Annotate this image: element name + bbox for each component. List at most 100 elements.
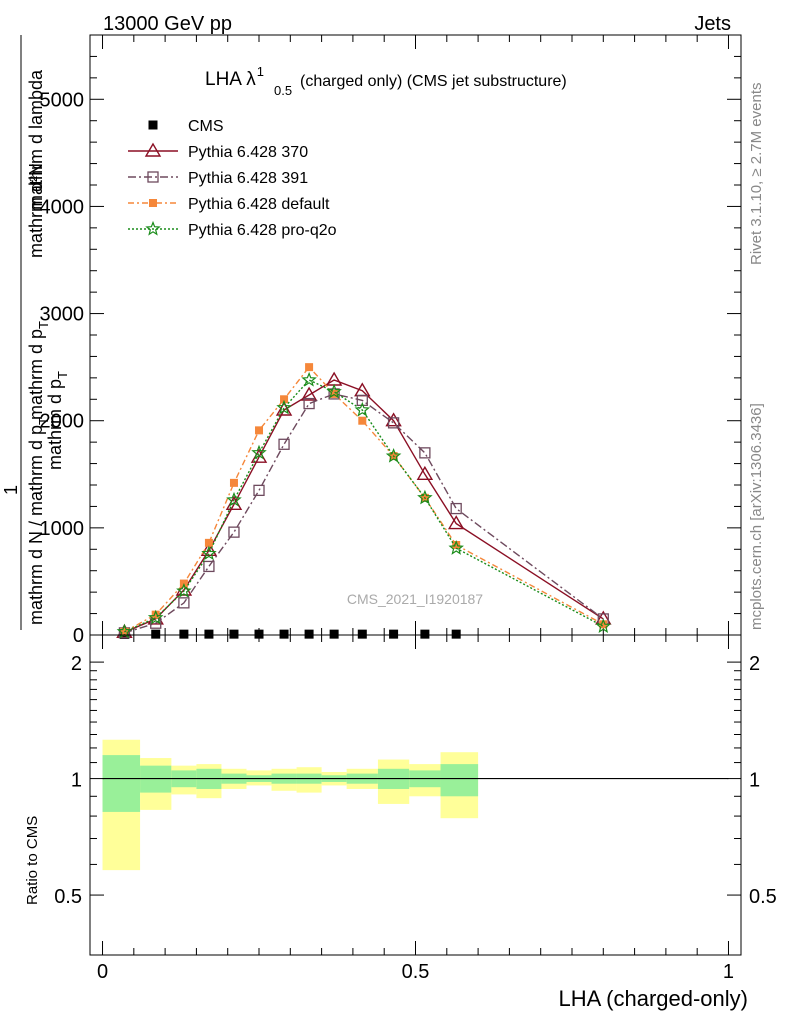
data-point <box>204 538 213 547</box>
data-point <box>151 610 160 619</box>
data-point <box>387 417 400 429</box>
ylabel-numerator-2-sub: T <box>36 321 51 329</box>
data-point <box>599 620 608 629</box>
main-axis-ticks: 0 1000 2000 3000 4000 5000 <box>40 34 741 647</box>
ylabel-denominator-2: mathrm d pT <box>45 371 70 470</box>
data-point <box>303 397 315 410</box>
ratio-axis-ticks: 0.5 0.5 1 1 2 2 0 0.5 1 <box>54 635 777 983</box>
analysis-watermark: CMS_2021_I1920187 <box>347 591 483 607</box>
data-point <box>452 541 461 549</box>
ratio-inner-band <box>440 764 479 797</box>
header-left: 13000 GeV pp <box>103 13 232 35</box>
plot-title-main: LHA λ <box>205 69 256 90</box>
ratio-y-tick-label-right: 2 <box>749 653 760 675</box>
data-point <box>356 394 368 407</box>
data-point <box>358 416 367 425</box>
data-point <box>176 582 192 598</box>
data-point <box>417 489 433 505</box>
data-point <box>328 388 340 400</box>
data-point <box>354 401 371 417</box>
series-pythia-6-428-391 <box>118 388 609 639</box>
data-point <box>228 526 240 538</box>
data-point <box>229 478 238 487</box>
rivet-version-text: Rivet 3.1.10, ≥ 2.7M events <box>748 83 765 266</box>
ylabel-top: 1 <box>1 485 21 495</box>
data-point <box>201 545 217 561</box>
data-point <box>255 426 264 435</box>
legend-label: Pythia 6.428 391 <box>188 170 308 187</box>
legend-label: Pythia 6.428 370 <box>188 144 308 161</box>
data-point <box>275 401 293 416</box>
data-point <box>147 171 159 183</box>
data-point <box>251 444 267 460</box>
data-point <box>179 629 189 639</box>
data-point <box>147 609 164 625</box>
series-line <box>124 379 604 633</box>
ratio-ylabel: Ratio to CMS <box>24 816 41 905</box>
ratio-y-tick-label-right: 1 <box>749 770 760 792</box>
data-point <box>305 363 314 372</box>
series-pythia-6-428-pro-q2o <box>116 371 612 639</box>
data-point <box>254 629 264 639</box>
ratio-plot-panel: 0.5 0.5 1 1 2 2 0 0.5 1 Ratio to CMS LHA (charge… <box>24 634 777 1011</box>
data-point <box>595 618 612 634</box>
data-point <box>300 386 318 401</box>
ylabel-denominator-2-text: mathrm d p <box>45 379 65 470</box>
main-series-layer <box>116 363 612 639</box>
mcplots-text: mcplots.cern.ch [arXiv:1306.3436] <box>748 403 765 630</box>
header-right: Jets <box>694 13 731 35</box>
data-point <box>149 199 157 207</box>
x-axis-label: LHA (charged-only) <box>558 986 748 1011</box>
data-point <box>178 597 190 609</box>
ylabel-denominator-2-sub: T <box>55 371 70 379</box>
series-cms <box>119 629 461 639</box>
data-point <box>326 383 342 399</box>
y-tick-label: 3000 <box>40 304 85 326</box>
data-point <box>253 484 265 497</box>
data-point <box>420 629 430 639</box>
ratio-y-tick-label-right: 0.5 <box>749 886 777 908</box>
data-point <box>357 629 367 639</box>
data-point <box>385 412 402 427</box>
data-point <box>204 629 214 639</box>
y-tick-label: 4000 <box>40 196 85 218</box>
plot-title-rest: (charged only) (CMS jet substructure) <box>300 73 567 90</box>
series-line <box>124 379 604 633</box>
ylabel-denominator-1-text: mathrm d N / mathrm d p <box>26 425 46 625</box>
data-point <box>279 629 289 639</box>
data-point <box>329 629 339 639</box>
y-tick-label: 5000 <box>40 89 85 111</box>
ratio-y-tick-label: 1 <box>71 770 82 792</box>
plot-title-sub: 0.5 <box>274 83 292 98</box>
data-point <box>389 629 399 639</box>
ratio-y-tick-label: 0.5 <box>54 886 82 908</box>
legend-label: Pythia 6.428 pro-q2o <box>188 222 337 239</box>
data-point <box>278 438 290 450</box>
ylabel-denominator-1: mathrm d N / mathrm d pT <box>26 417 51 625</box>
data-point <box>229 629 239 639</box>
data-point <box>203 560 215 573</box>
legend: CMS Pythia 6.428 370 Pythia 6.428 391 Pythi… <box>128 118 337 239</box>
ylabel-numerator-2: mathrm d pT <box>26 321 51 420</box>
data-point <box>448 540 464 555</box>
x-tick-label: 0.5 <box>402 961 430 983</box>
legend-label: CMS <box>188 118 224 135</box>
plot-title: LHA λ1 <box>205 64 264 90</box>
y-tick-label: 2000 <box>40 411 85 433</box>
ylabel-numerator-1: mathrm d²N <box>26 163 46 258</box>
data-point <box>450 502 462 515</box>
data-point <box>148 120 158 130</box>
ratio-bands-layer <box>102 739 729 871</box>
x-tick-label: 1 <box>723 961 734 983</box>
data-point <box>145 220 161 236</box>
data-point <box>419 447 431 459</box>
data-point <box>280 395 289 404</box>
ratio-inner-band <box>102 755 141 812</box>
ylabel-denominator-1-sub: T <box>36 417 51 425</box>
plot-title-sup: 1 <box>257 64 264 79</box>
x-tick-label: 0 <box>97 961 108 983</box>
data-point <box>416 465 434 480</box>
data-point <box>144 142 162 157</box>
